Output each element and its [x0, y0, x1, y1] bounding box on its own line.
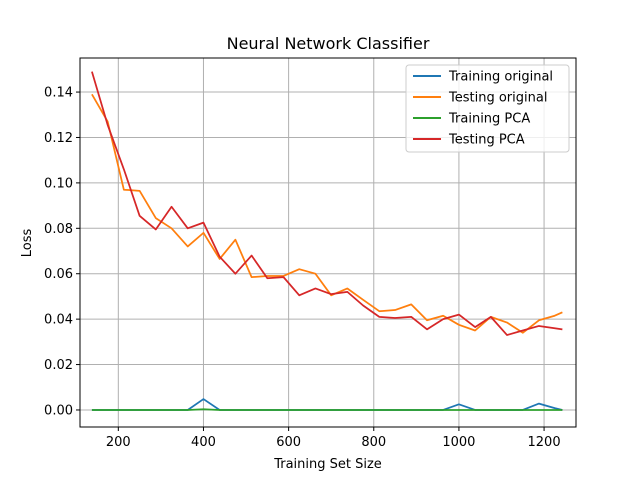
y-axis-label: Loss — [20, 229, 35, 258]
y-tick-label: 0.04 — [44, 313, 73, 328]
x-axis-label: Training Set Size — [273, 457, 382, 472]
legend-box — [405, 64, 570, 153]
x-tick-label: 200 — [106, 435, 131, 450]
legend: Training original Testing original Trainin… — [405, 64, 570, 153]
legend-label-testing-original: Testing original — [448, 91, 547, 106]
y-tick-label: 0.06 — [44, 267, 73, 282]
y-tick-label: 0.08 — [44, 222, 73, 237]
y-tick-label: 0.10 — [44, 176, 73, 191]
plot-frame — [79, 57, 577, 428]
legend-label-training-pca: Training PCA — [448, 112, 530, 127]
y-tick-label: 0.02 — [44, 358, 73, 373]
series-line-testing-pca — [91, 71, 563, 336]
chart-title: Neural Network Classifier — [227, 34, 430, 53]
y-tick-label: 0.00 — [44, 403, 73, 418]
grid — [80, 58, 576, 427]
legend-label-training-original: Training original — [448, 70, 553, 85]
y-tick-label: 0.14 — [44, 86, 73, 101]
y-axis-ticks: 0.00 0.02 0.04 0.06 0.08 0.10 0.12 0.14 — [44, 86, 80, 418]
x-tick-label: 400 — [191, 435, 216, 450]
y-tick-label: 0.12 — [44, 131, 73, 146]
x-tick-label: 1200 — [528, 435, 561, 450]
x-tick-label: 800 — [361, 435, 386, 450]
series-line-training-pca — [91, 408, 563, 411]
x-tick-label: 1000 — [442, 435, 475, 450]
series-lines — [91, 71, 563, 411]
x-tick-label: 600 — [276, 435, 301, 450]
legend-label-testing-pca: Testing PCA — [448, 133, 525, 148]
x-axis-ticks: 200 400 600 800 1000 1200 — [106, 427, 561, 450]
